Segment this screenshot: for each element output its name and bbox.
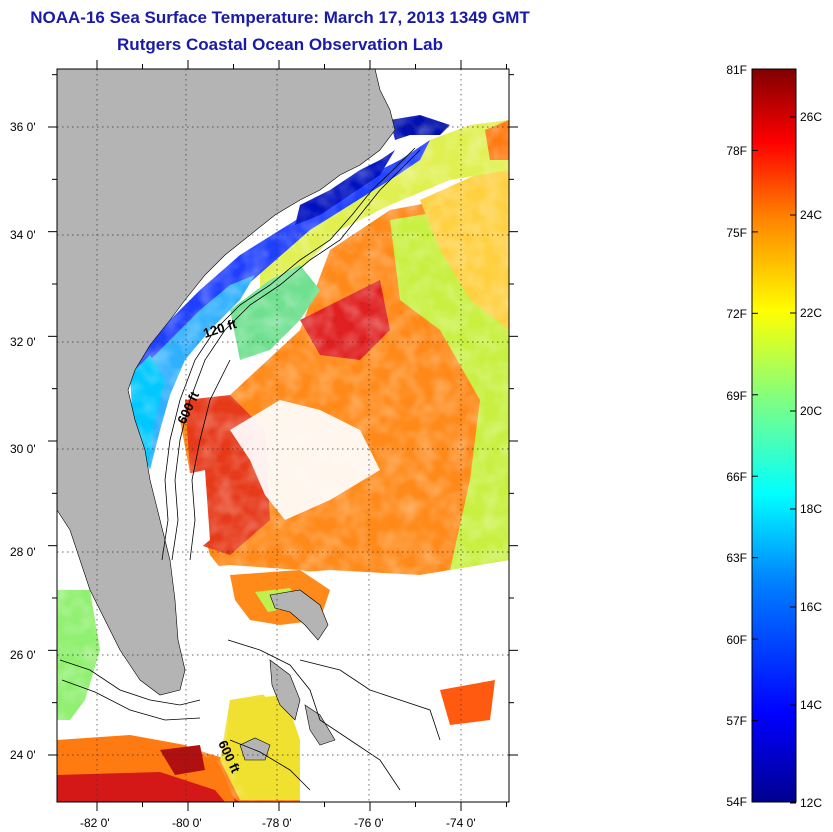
land-mass: [57, 69, 396, 761]
axis-ticks: [48, 60, 518, 811]
lon-label: -74 0': [446, 816, 476, 830]
lat-label: 30 0': [10, 442, 36, 456]
colorbar-f-label: 54F: [726, 795, 747, 809]
graticule: [57, 69, 509, 802]
colorbar-f-label: 57F: [726, 714, 747, 728]
lon-label: -78 0': [262, 816, 292, 830]
map-title: NOAA-16 Sea Surface Temperature: March 1…: [30, 8, 530, 27]
lat-label: 36 0': [10, 120, 36, 134]
map-subtitle: Rutgers Coastal Ocean Observation Lab: [117, 35, 443, 54]
map-frame: [56, 68, 510, 803]
colorbar-f-label: 60F: [726, 633, 747, 647]
colorbar-f-label: 72F: [726, 307, 747, 321]
colorbar-f-label: 66F: [726, 470, 747, 484]
lon-label: -82 0': [80, 816, 110, 830]
colorbar-c-label: 16C: [800, 600, 822, 614]
colorbar-f-label: 78F: [726, 144, 747, 158]
colorbar-c-label: 20C: [800, 404, 822, 418]
colorbar-c-label: 22C: [800, 306, 822, 320]
lat-label: 32 0': [10, 335, 36, 349]
colorbar-f-label: 63F: [726, 551, 747, 565]
colorbar: [751, 68, 797, 803]
lat-label: 26 0': [10, 648, 36, 662]
colorbar-f-label: 69F: [726, 389, 747, 403]
lon-label: -76 0': [354, 816, 384, 830]
lat-label: 28 0': [10, 545, 36, 559]
colorbar-c-label: 12C: [800, 796, 822, 810]
lon-label: -80 0': [172, 816, 202, 830]
colorbar-ticks: [752, 68, 796, 804]
colorbar-c-label: 24C: [800, 208, 822, 222]
colorbar-f-label: 81F: [726, 63, 747, 77]
lat-label: 34 0': [10, 228, 36, 242]
bahamas-islands: [269, 589, 336, 746]
colorbar-f-label: 75F: [726, 226, 747, 240]
colorbar-c-label: 26C: [800, 110, 822, 124]
colorbar-c-label: 18C: [800, 502, 822, 516]
depth-contours: [59, 147, 441, 791]
colorbar-c-label: 14C: [800, 698, 822, 712]
lat-label: 24 0': [10, 748, 36, 762]
